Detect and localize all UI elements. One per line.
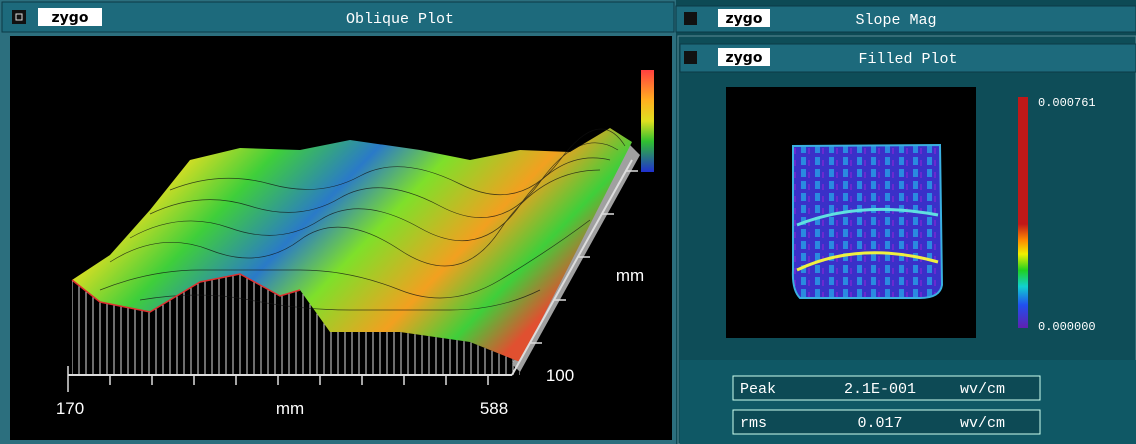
x-min-label: 170	[56, 399, 84, 418]
result-unit: wv/cm	[960, 381, 1005, 398]
result-name: rms	[740, 415, 767, 432]
depth-max-label: 100	[546, 366, 574, 385]
resize-button[interactable]	[1120, 10, 1134, 26]
close-button[interactable]	[684, 51, 697, 64]
logo: zygo	[52, 10, 89, 26]
x-axis-label: mm	[276, 399, 304, 418]
window-title: Filled Plot	[858, 51, 957, 68]
window-title: Oblique Plot	[346, 11, 454, 28]
result-unit: wv/cm	[960, 415, 1005, 432]
logo: zygo	[726, 50, 763, 66]
screen: zygo Oblique Plot 170 mm 588 mm 100 zygo…	[0, 0, 1136, 444]
x-max-label: 588	[480, 399, 508, 418]
slope-map	[793, 145, 942, 298]
color-bar	[641, 70, 654, 172]
window-title: Slope Mag	[855, 12, 936, 29]
page: zygo Oblique Plot 170 mm 588 mm 100 zygo…	[0, 0, 1136, 444]
scale-max: 0.000761	[1038, 96, 1096, 110]
scale-min: 0.000000	[1038, 320, 1096, 334]
result-name: Peak	[740, 381, 776, 398]
result-value: 0.017	[857, 415, 902, 432]
depth-axis-label: mm	[616, 266, 644, 285]
title-bar	[2, 2, 674, 32]
close-button[interactable]	[12, 10, 26, 24]
logo: zygo	[726, 11, 763, 27]
color-scale	[1018, 97, 1028, 328]
close-button[interactable]	[684, 12, 697, 25]
resize-button[interactable]	[1118, 50, 1132, 66]
result-value: 2.1E-001	[844, 381, 916, 398]
